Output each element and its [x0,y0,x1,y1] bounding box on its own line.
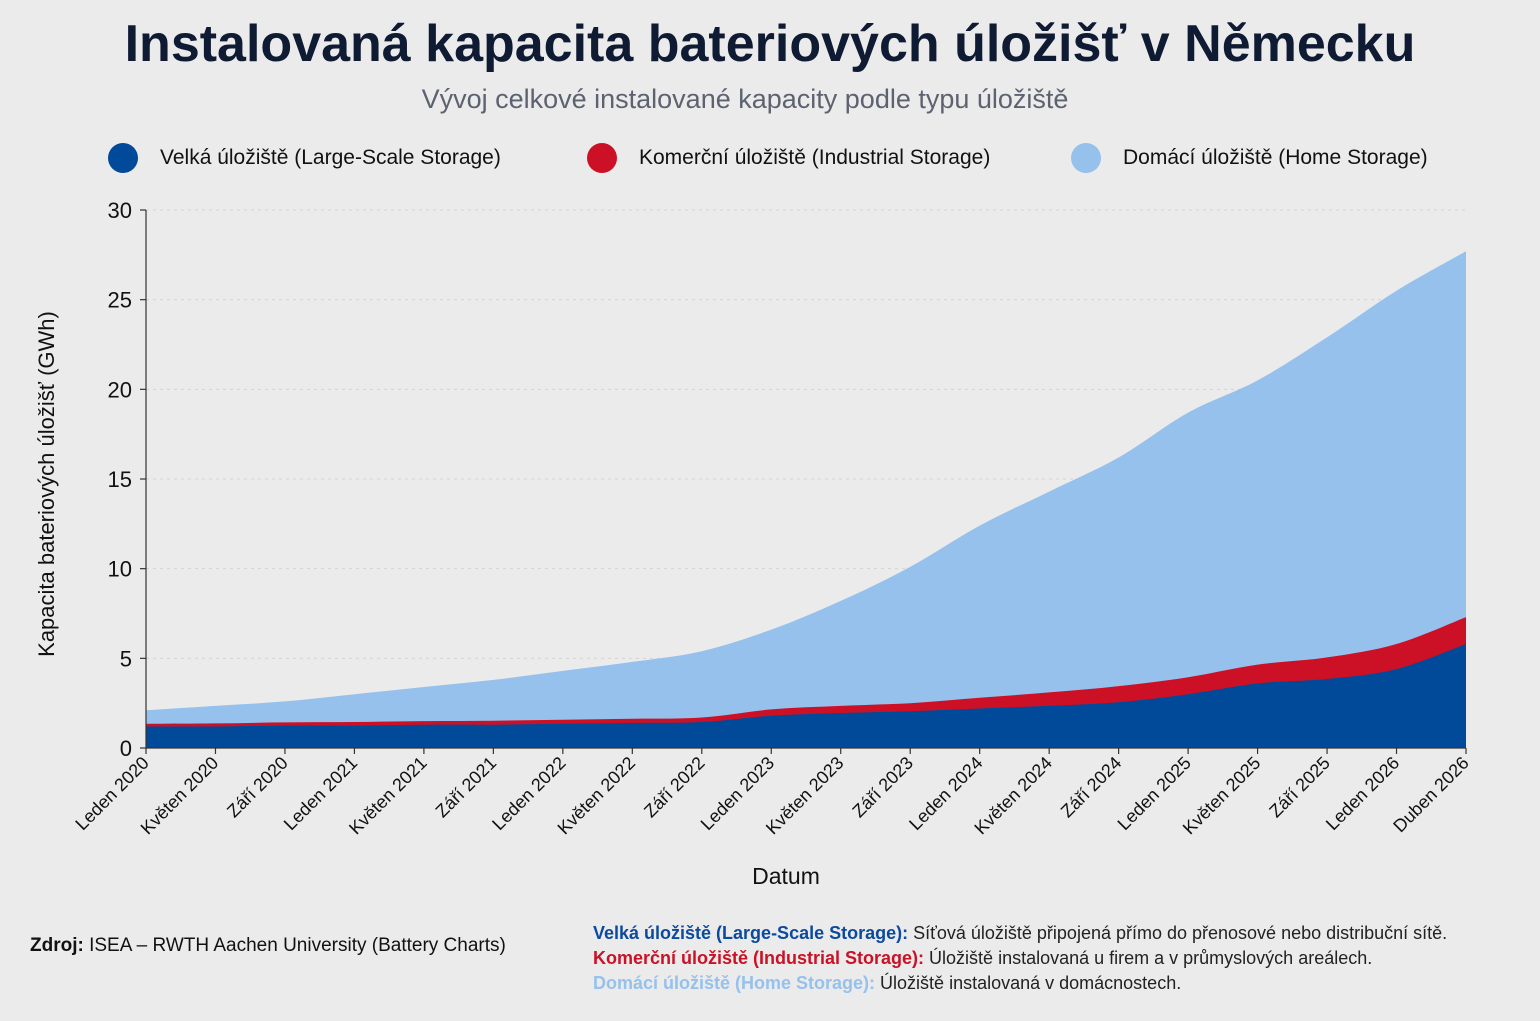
y-tick-label-5: 5 [120,646,132,671]
y-tick-label-20: 20 [108,377,132,402]
x-tick-label-2: Září 2020 [223,753,292,822]
area-series [146,251,1466,748]
y-axis-label: Kapacita bateriových úložišť (GWh) [34,311,59,657]
y-tick-label-0: 0 [120,736,132,761]
x-tick-label-19: Duben 2026 [1389,753,1473,837]
x-tick-label-5: Září 2021 [432,753,501,822]
x-tick-label-14: Září 2024 [1057,753,1126,822]
y-tick-label-25: 25 [108,288,132,313]
source-text: ISEA – RWTH Aachen University (Battery C… [83,935,506,956]
legend-swatch-large-scale [108,143,138,173]
y-tick-label-30: 30 [108,198,132,223]
x-axis-label: Datum [752,863,820,889]
legend-label-large-scale: Velká úložiště (Large-Scale Storage) [160,146,501,169]
legend-item-home: Domácí úložiště (Home Storage) [1071,141,1428,175]
x-tick-label-17: Září 2025 [1265,753,1334,822]
legend-swatch-industrial [587,143,617,173]
source-label: Zdroj: [30,935,84,956]
note-large-scale: Velká úložiště (Large-Scale Storage): Sí… [593,923,1447,944]
chart-title: Instalovaná kapacita bateriových úložišť… [124,15,1416,73]
area-large-scale [146,644,1466,748]
note-desc-home: Úložiště instalovaná v domácnostech. [875,973,1182,993]
note-term-large-scale: Velká úložiště (Large-Scale Storage): [593,923,909,943]
legend-swatch-home [1071,143,1101,173]
note-term-home: Domácí úložiště (Home Storage): [593,973,876,993]
chart-subtitle: Vývoj celkové instalované kapacity podle… [421,84,1069,114]
legend-item-large-scale: Velká úložiště (Large-Scale Storage) [108,141,501,175]
y-tick-label-10: 10 [108,557,132,582]
note-desc-large-scale: Síťová úložiště připojená přímo do přeno… [908,923,1448,943]
note-home: Domácí úložiště (Home Storage): Úložiště… [593,973,1181,994]
y-tick-label-15: 15 [108,467,132,492]
x-tick-label-11: Září 2023 [848,753,917,822]
legend-label-industrial: Komerční úložiště (Industrial Storage) [639,146,991,169]
area-home [146,251,1466,748]
legend-label-home: Domácí úložiště (Home Storage) [1123,146,1428,169]
source-note: Zdroj: ISEA – RWTH Aachen University (Ba… [30,935,506,957]
note-desc-industrial: Úložiště instalovaná u firem a v průmysl… [924,948,1373,968]
legend-item-industrial: Komerční úložiště (Industrial Storage) [587,141,990,175]
note-industrial: Komerční úložiště (Industrial Storage): … [593,948,1372,969]
x-tick-label-8: Září 2022 [640,753,709,822]
note-term-industrial: Komerční úložiště (Industrial Storage): [593,948,925,968]
